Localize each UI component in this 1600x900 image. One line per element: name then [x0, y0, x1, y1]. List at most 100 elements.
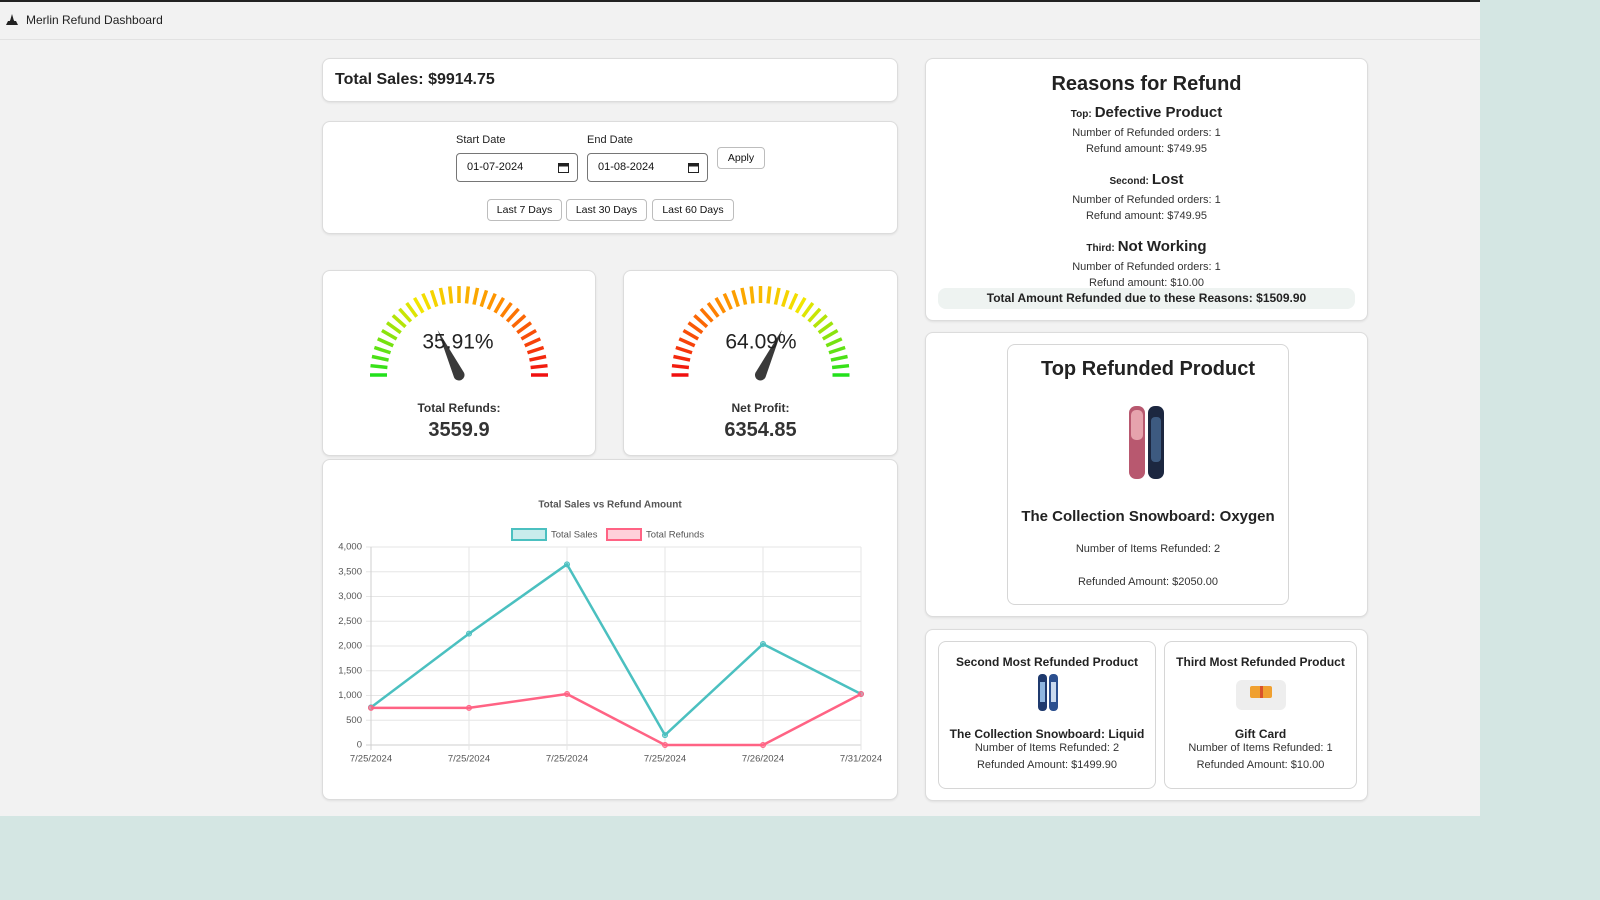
- gauge-label: Net Profit:: [731, 401, 790, 415]
- x-tick-label: 7/31/2024: [840, 754, 882, 765]
- top-product-card: Top Refunded Product The Collection Snow…: [925, 332, 1368, 617]
- gauge-percent: 64.09%: [725, 331, 796, 354]
- y-tick-label: 1,000: [338, 690, 362, 701]
- gauge-tick: [391, 314, 407, 329]
- legend-label: Total Sales: [551, 530, 598, 541]
- gauge-tick: [699, 307, 714, 323]
- product-image: [1038, 674, 1058, 711]
- reasons-title: Reasons for Refund: [1051, 73, 1242, 95]
- product-title: Second Most Refunded Product: [955, 655, 1138, 669]
- gauge-tick: [479, 289, 489, 308]
- y-tick-label: 3,000: [338, 591, 362, 602]
- gauge-tick: [438, 287, 446, 305]
- reason-name: Lost: [1151, 171, 1184, 188]
- product-title: Third Most Refunded Product: [1176, 655, 1345, 669]
- reason-rank: Second:: [1109, 176, 1149, 187]
- start-date-input[interactable]: 01-07-2024: [456, 153, 578, 182]
- reason-rank: Top:: [1070, 109, 1092, 120]
- reason-name: Defective Product: [1094, 104, 1223, 121]
- series-point: [466, 704, 472, 711]
- gauge-label: Total Refunds:: [417, 401, 501, 415]
- y-tick-label: 0: [357, 740, 362, 751]
- end-date-input[interactable]: 01-08-2024: [587, 153, 708, 182]
- reason-orders: Number of Refunded orders: 1: [1072, 127, 1221, 139]
- gauge-tick: [412, 297, 425, 314]
- gauge-tick: [794, 297, 807, 314]
- x-tick-label: 7/25/2024: [350, 754, 392, 765]
- gauge-tick: [678, 337, 696, 348]
- gauge-tick: [371, 354, 389, 362]
- gauge-tick: [788, 292, 799, 310]
- gauge-tick: [516, 321, 533, 335]
- gauge-tick: [493, 297, 506, 314]
- calendar-icon: [558, 163, 569, 173]
- gauge-tick: [828, 345, 846, 355]
- gauge-tick: [731, 289, 740, 308]
- gauge-tick: [714, 297, 727, 314]
- chart-card: Total Sales vs Refund Amount 0 500 1,000 1,…: [322, 459, 898, 800]
- gauge-tick: [749, 286, 755, 304]
- gauge-card: 35.91% Total Refunds: 3559.9: [322, 270, 596, 456]
- gauge-tick: [429, 289, 439, 308]
- gauge: 64.09%: [671, 286, 850, 381]
- product-box: Third Most Refunded Product Gift Card Nu…: [1164, 641, 1357, 789]
- x-tick-label: 7/25/2024: [644, 754, 686, 765]
- series-point: [760, 641, 766, 648]
- series-point: [760, 742, 766, 748]
- gauge-tick: [807, 307, 822, 323]
- gauge-tick: [385, 321, 402, 335]
- preset-button[interactable]: Last 60 Days: [652, 199, 734, 221]
- gauge-tick: [520, 328, 537, 341]
- logo: [6, 14, 18, 25]
- apply-button[interactable]: Apply: [717, 147, 765, 169]
- x-tick-label: 7/25/2024: [448, 754, 490, 765]
- gauge-needle: [755, 329, 782, 381]
- gauge-tick: [671, 363, 690, 370]
- app-title: Merlin Refund Dashboard: [26, 13, 163, 27]
- preset-button[interactable]: Last 7 Days: [487, 199, 562, 221]
- gauge-tick: [831, 363, 850, 370]
- gauge-tick: [687, 321, 704, 335]
- end-date-value: 01-08-2024: [598, 161, 655, 173]
- reason-amount: Refund amount: $749.95: [1085, 143, 1208, 155]
- date-filter-card: Start Date 01-07-2024 End Date 01-08-202…: [322, 121, 898, 234]
- series-point: [466, 630, 472, 637]
- series-point: [858, 691, 864, 698]
- gauge-tick: [781, 289, 790, 308]
- gauge-tick: [530, 363, 548, 370]
- reasons-list: Top: Defective Product Number of Refunded …: [926, 103, 1367, 291]
- start-date-label: Start Date: [456, 134, 506, 146]
- series-point: [564, 561, 570, 568]
- top-product-title: Top Refunded Product: [1040, 358, 1256, 380]
- gauge-tick: [499, 301, 513, 318]
- gauge-tick: [472, 287, 480, 305]
- gauge-tick: [675, 345, 693, 355]
- gauge-card: 64.09% Net Profit: 6354.85: [623, 270, 898, 456]
- product-name: The Collection Snowboard: Liquid: [949, 727, 1145, 741]
- reason-item: Third: Not Working Number of Refunded orde…: [926, 237, 1367, 291]
- gauge-amount: 6354.85: [724, 419, 797, 441]
- gauge-needle: [437, 329, 465, 381]
- chart-title: Total Sales vs Refund Amount: [538, 500, 682, 511]
- y-tick-label: 2,500: [338, 616, 362, 627]
- gauge-percent: 35.91%: [422, 331, 493, 354]
- reasons-total-label: Total Amount Refunded due to these Reaso…: [986, 291, 1253, 305]
- gauge-tick: [511, 314, 527, 329]
- legend-swatch: [606, 528, 642, 541]
- product-image: [1236, 680, 1286, 710]
- gauge-tick: [682, 328, 700, 341]
- preset-button[interactable]: Last 30 Days: [566, 199, 647, 221]
- gauge-tick: [526, 345, 545, 355]
- gauge-tick: [370, 363, 388, 370]
- end-date-label: End Date: [587, 134, 633, 146]
- series-point: [662, 732, 668, 739]
- y-tick-label: 4,000: [338, 542, 362, 553]
- gauge-tick: [740, 287, 748, 305]
- reason-name: Not Working: [1117, 238, 1207, 255]
- reason-item: Second: Lost Number of Refunded orders: 1 R…: [926, 170, 1367, 224]
- reasons-total: Total Amount Refunded due to these Reaso…: [938, 288, 1355, 309]
- app: Merlin Refund Dashboard Total Sales: $99…: [0, 0, 1480, 816]
- header: Merlin Refund Dashboard: [0, 2, 1480, 40]
- gauge: 35.91%: [370, 286, 548, 381]
